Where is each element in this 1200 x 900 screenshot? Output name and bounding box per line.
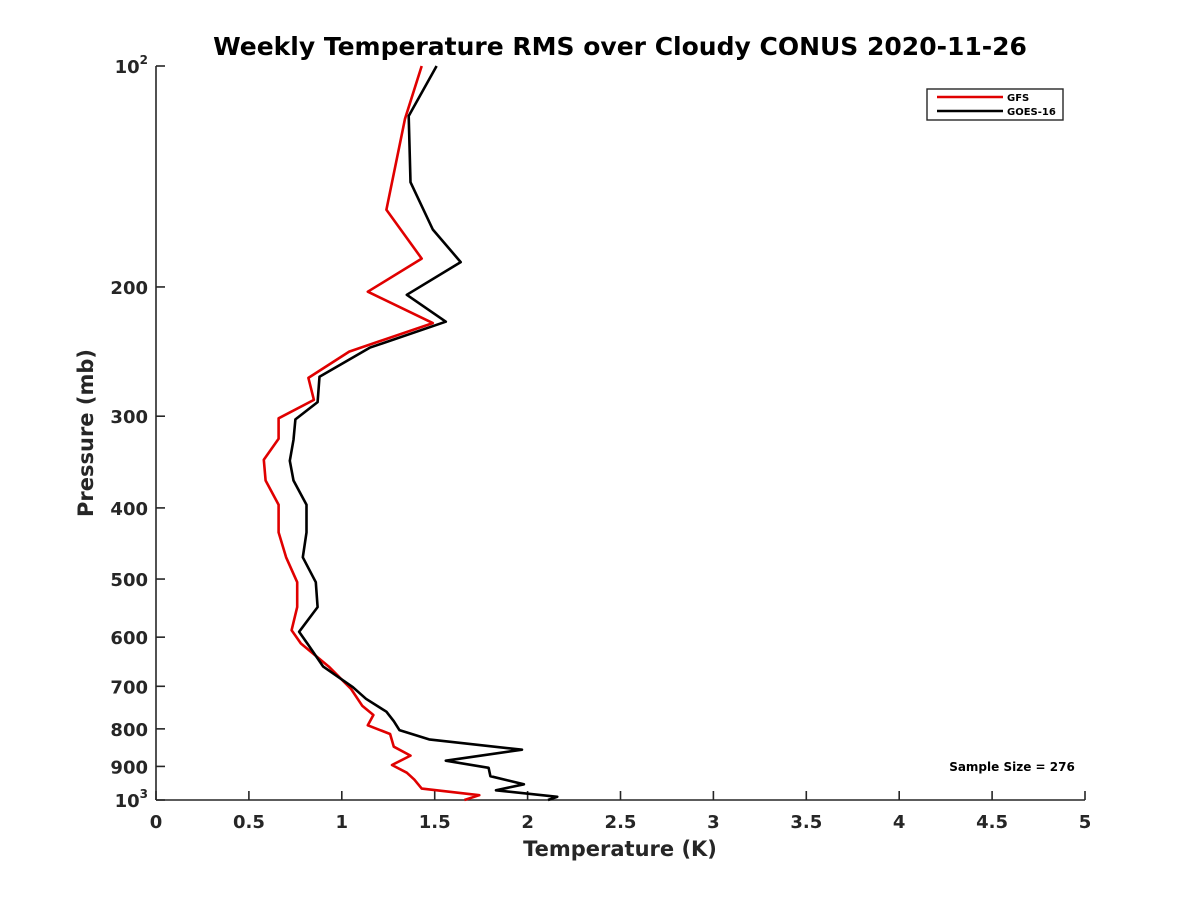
legend-box — [926, 88, 1064, 121]
y-tick-label: 103 — [115, 787, 148, 812]
series-line-goes16 — [288, 65, 559, 802]
y-tick-label: 800 — [110, 720, 148, 741]
x-tick-label: 5 — [1079, 812, 1092, 833]
y-axis-label: Pressure (mb) — [74, 349, 98, 517]
y-tick-label: 700 — [110, 677, 148, 698]
y-tick-label: 500 — [110, 570, 148, 591]
y-tick-label: 200 — [110, 278, 148, 299]
x-axis-label: Temperature (K) — [523, 837, 717, 861]
y-tick-label: 600 — [110, 628, 148, 649]
y-tick-label: 900 — [110, 757, 148, 778]
sample-size-annotation: Sample Size = 276 — [949, 760, 1075, 774]
x-tick-label: 2.5 — [605, 812, 637, 833]
x-tick-label: 1 — [336, 812, 349, 833]
y-ticks: 102 200 300 400 500 600 700 800 900 103 — [110, 53, 165, 812]
legend-label-goes16: GOES-16 — [1007, 107, 1056, 118]
series-lines — [262, 65, 559, 802]
x-tick-label: 4 — [893, 812, 906, 833]
plot-area: 0 0.5 1 1.5 2 2.5 3 3.5 4 4.5 5 102 200 300 400 500 600… — [110, 53, 1091, 833]
legend-label-gfs: GFS — [1007, 93, 1029, 104]
chart-title: Weekly Temperature RMS over Cloudy CONUS… — [213, 32, 1027, 61]
x-tick-label: 2 — [521, 812, 534, 833]
x-tick-label: 1.5 — [419, 812, 451, 833]
y-tick-label: 400 — [110, 499, 148, 520]
legend: GFS GOES-16 — [926, 88, 1064, 121]
x-tick-label: 3.5 — [790, 812, 822, 833]
y-tick-label: 300 — [110, 407, 148, 428]
x-tick-label: 3 — [707, 812, 720, 833]
x-tick-label: 4.5 — [976, 812, 1008, 833]
x-tick-label: 0.5 — [233, 812, 265, 833]
series-line-gfs — [262, 65, 481, 802]
x-tick-label: 0 — [150, 812, 163, 833]
x-ticks: 0 0.5 1 1.5 2 2.5 3 3.5 4 4.5 5 — [150, 791, 1092, 833]
y-tick-label: 102 — [115, 53, 148, 78]
